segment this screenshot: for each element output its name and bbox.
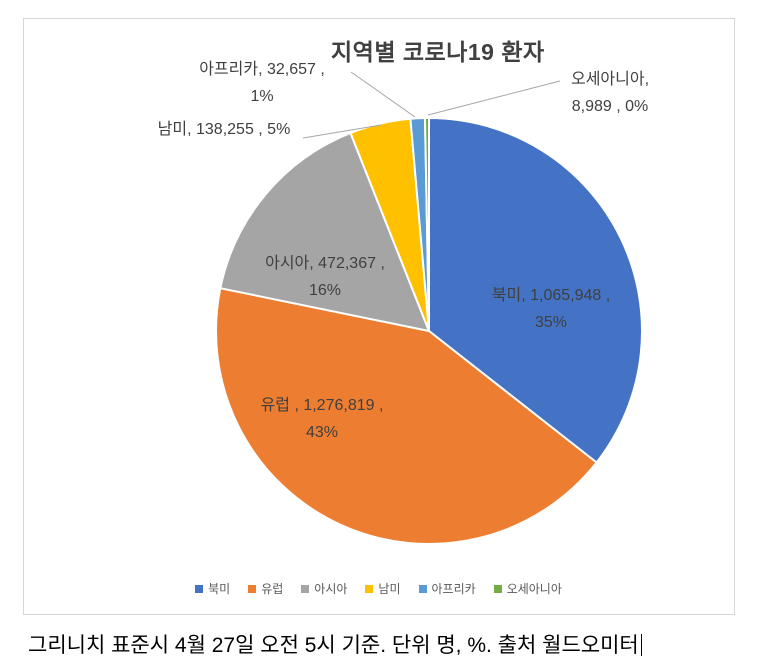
data-label-north-america-line1: 북미, 1,065,948 ,	[491, 287, 611, 304]
legend-label: 북미	[208, 582, 231, 596]
legend-item-north-america: 북미	[195, 580, 230, 597]
text-cursor	[640, 634, 642, 656]
data-label-oceania-line1: 오세아니아,	[570, 71, 650, 88]
legend-swatch-icon	[301, 584, 310, 593]
legend-swatch-icon	[248, 584, 257, 593]
data-label-oceania: 오세아니아, 8,989 , 0%	[525, 66, 695, 120]
data-label-africa-line1: 아프리카, 32,657 ,	[199, 61, 325, 78]
pie-slice-유럽	[215, 287, 598, 545]
legend-label: 아프리카	[431, 582, 476, 596]
chart-title: 지역별 코로나19 환자	[331, 39, 545, 65]
data-label-europe-line2: 43%	[305, 424, 339, 441]
legend-item-africa: 아프리카	[418, 580, 476, 597]
data-label-north-america-line2: 35%	[534, 314, 568, 331]
data-label-africa-line2: 1%	[250, 88, 274, 105]
legend: 북미 유럽 아시아 남미 아프리카 오세아니아	[0, 580, 757, 597]
pie-slice-오세아니아	[423, 117, 430, 332]
pie-slice-북미	[428, 117, 643, 464]
data-label-oceania-line2: 8,989 , 0%	[571, 98, 649, 115]
data-label-asia-line1: 아시아, 472,367 ,	[265, 255, 385, 272]
legend-swatch-icon	[365, 584, 374, 593]
legend-item-oceania: 오세아니아	[493, 580, 562, 597]
data-label-north-america: 북미, 1,065,948 , 35%	[451, 282, 651, 336]
legend-swatch-icon	[195, 584, 204, 593]
legend-label: 유럽	[261, 582, 284, 596]
leader-line-oceania	[427, 80, 561, 116]
legend-label: 아시아	[314, 582, 348, 596]
pie-slices	[215, 117, 643, 545]
legend-label: 남미	[378, 582, 401, 596]
data-label-south-america: 남미, 138,255 , 5%	[145, 119, 303, 141]
pie-slice-아시아	[219, 131, 430, 332]
legend-item-south-america: 남미	[365, 580, 401, 597]
data-label-europe: 유럽 , 1,276,819 , 43%	[222, 392, 422, 446]
leader-line-south-america	[302, 124, 382, 139]
data-label-asia-line2: 16%	[308, 282, 342, 299]
caption-text: 그리니치 표준시 4월 27일 오전 5시 기준. 단위 명, %. 출처 월드…	[28, 629, 642, 659]
legend-swatch-icon	[493, 584, 502, 593]
caption-label: 그리니치 표준시 4월 27일 오전 5시 기준. 단위 명, %. 출처 월드…	[28, 634, 639, 657]
legend-swatch-icon	[418, 584, 427, 593]
data-label-africa: 아프리카, 32,657 , 1%	[177, 56, 347, 110]
legend-label: 오세아니아	[506, 582, 562, 596]
data-label-europe-line1: 유럽 , 1,276,819 ,	[260, 397, 384, 414]
data-label-asia: 아시아, 472,367 , 16%	[225, 250, 425, 304]
leader-line-africa	[350, 71, 416, 118]
legend-item-asia: 아시아	[301, 580, 347, 597]
data-label-south-america-line1: 남미, 138,255 , 5%	[157, 121, 291, 138]
legend-item-europe: 유럽	[248, 580, 283, 597]
